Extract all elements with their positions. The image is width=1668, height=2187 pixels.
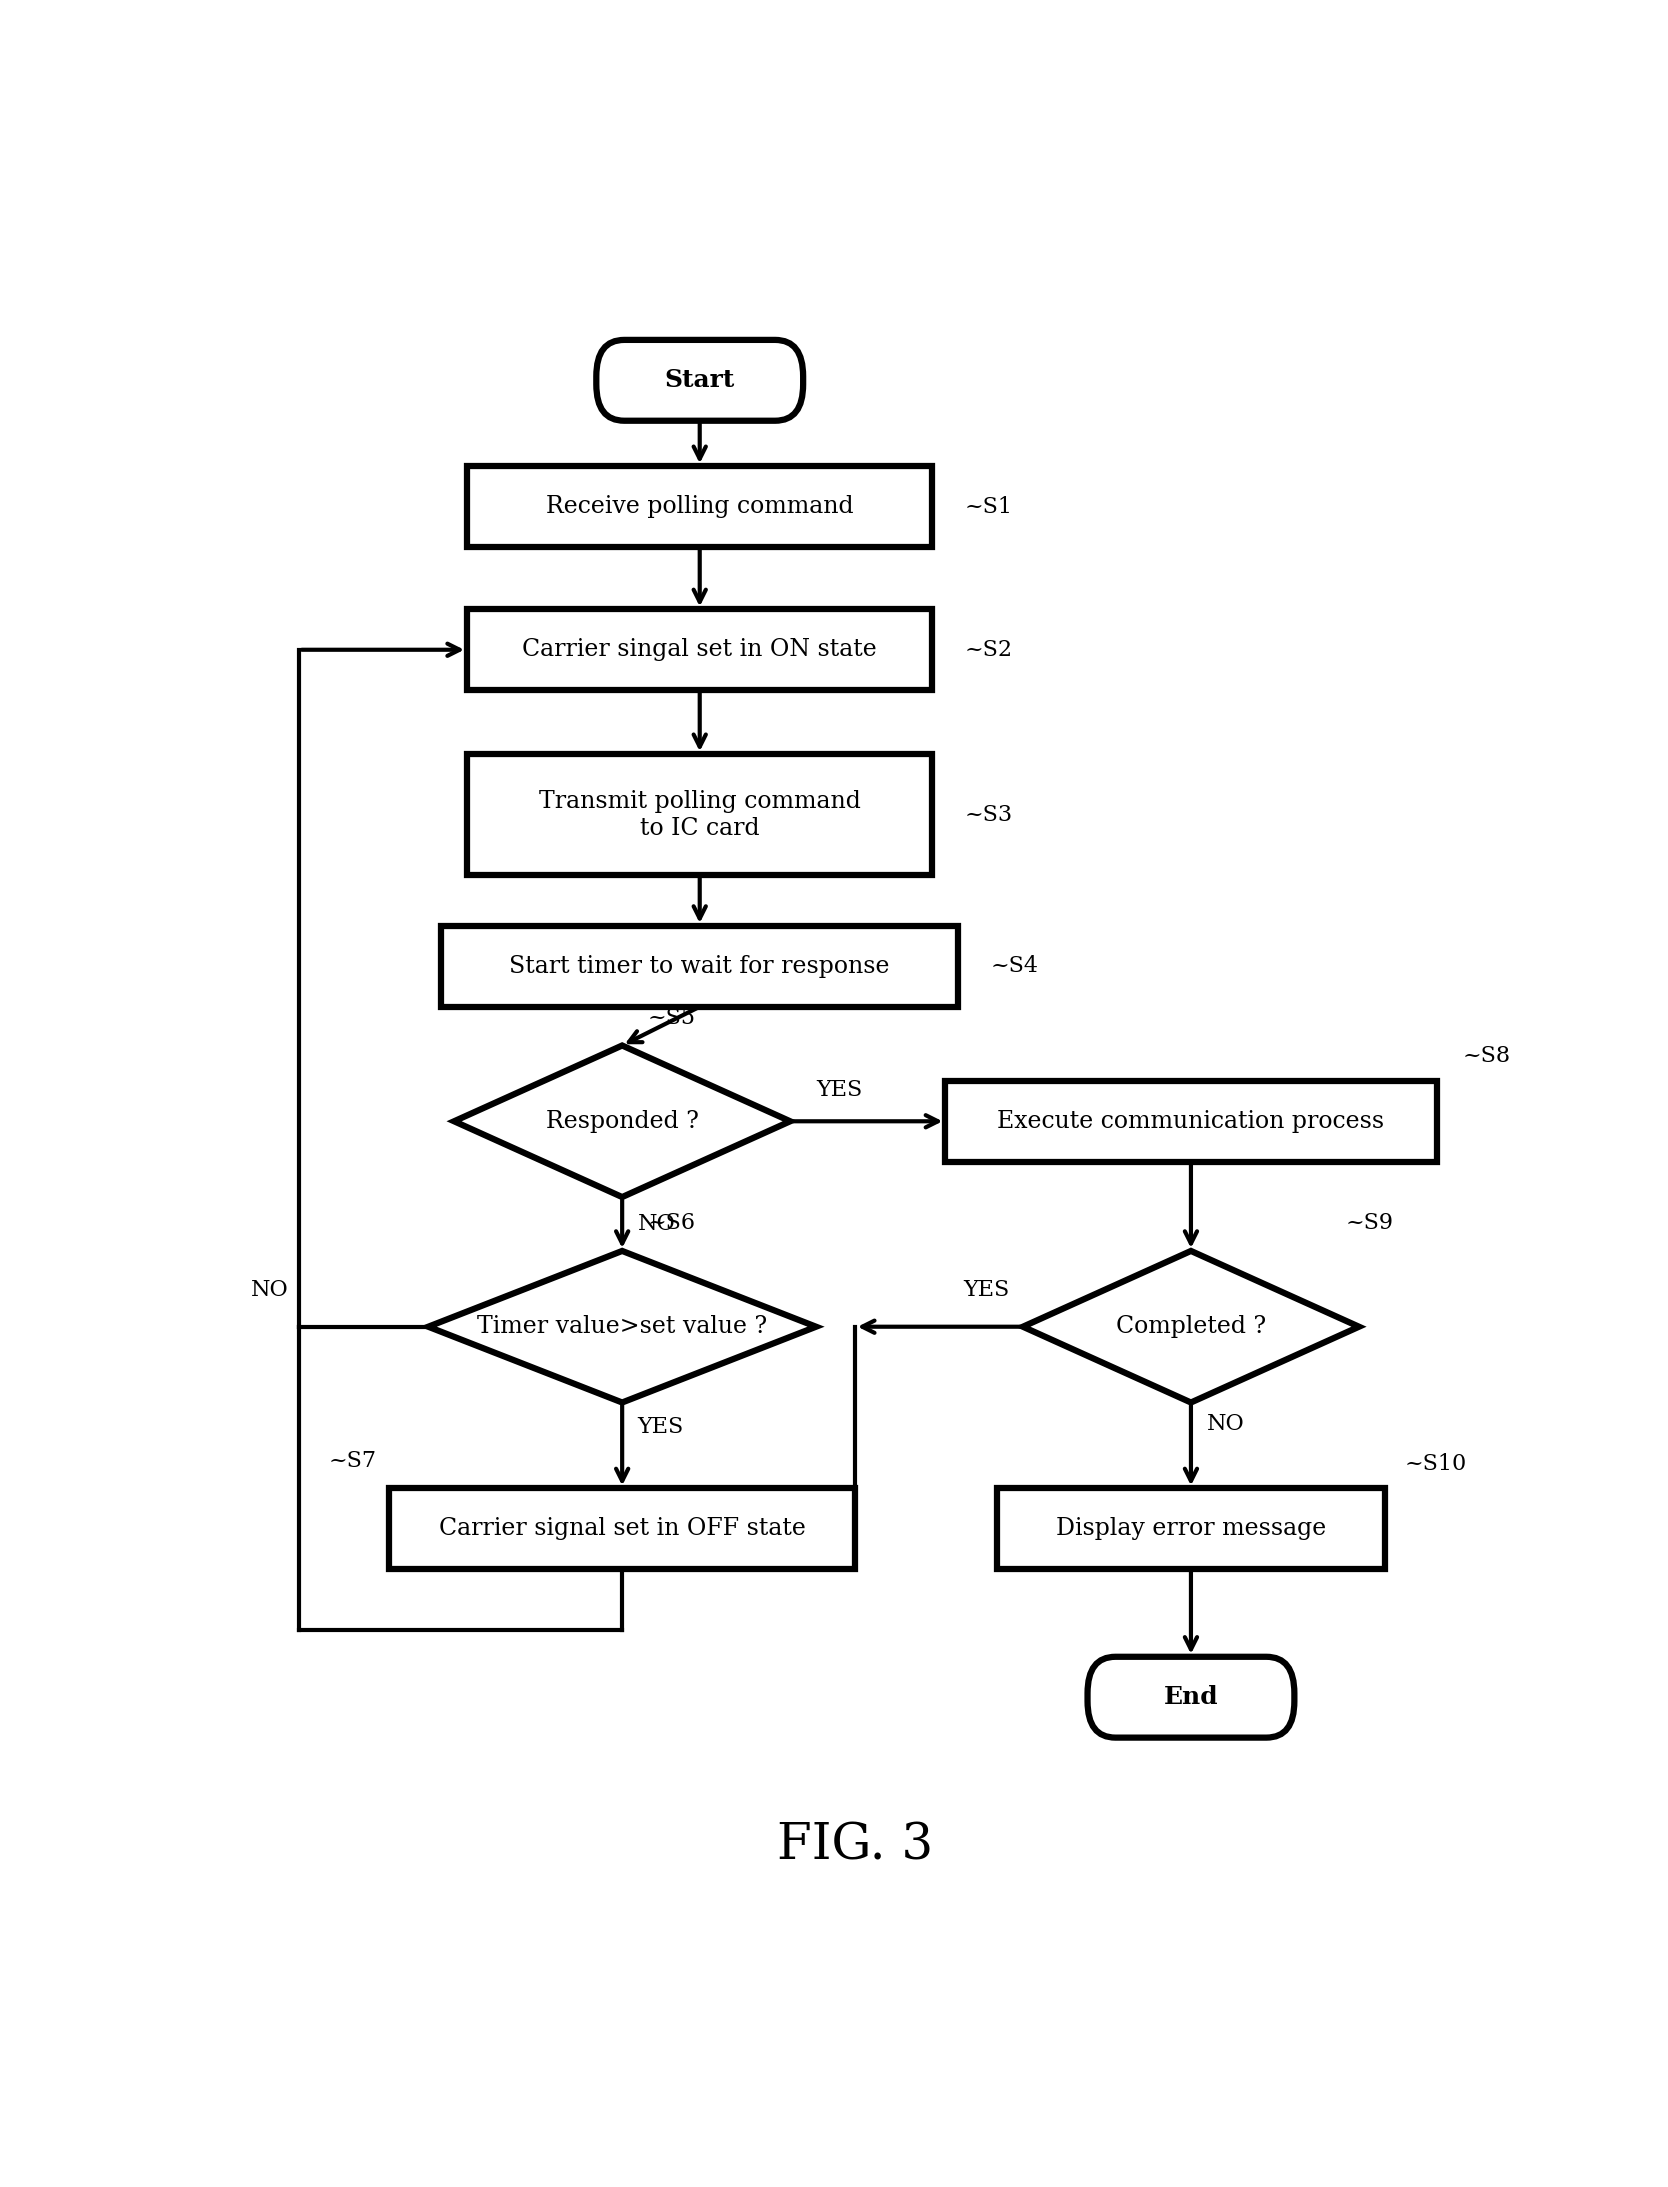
Text: ~S10: ~S10 xyxy=(1404,1452,1466,1474)
Text: ~S2: ~S2 xyxy=(964,639,1012,660)
FancyBboxPatch shape xyxy=(467,755,932,875)
Text: Timer value>set value ?: Timer value>set value ? xyxy=(477,1314,767,1338)
FancyBboxPatch shape xyxy=(440,925,957,1006)
FancyBboxPatch shape xyxy=(467,610,932,691)
Text: ~S4: ~S4 xyxy=(991,956,1039,978)
Text: NO: NO xyxy=(637,1214,676,1236)
Text: Execute communication process: Execute communication process xyxy=(997,1109,1384,1133)
Text: Responded ?: Responded ? xyxy=(545,1109,699,1133)
Text: End: End xyxy=(1164,1686,1218,1710)
Text: Receive polling command: Receive polling command xyxy=(545,494,854,518)
Text: YES: YES xyxy=(816,1078,862,1100)
Text: Completed ?: Completed ? xyxy=(1116,1314,1266,1338)
FancyBboxPatch shape xyxy=(467,466,932,547)
Text: NO: NO xyxy=(250,1279,289,1301)
Text: Transmit polling command
to IC card: Transmit polling command to IC card xyxy=(539,790,861,840)
Text: Start: Start xyxy=(664,367,736,391)
Text: Carrier singal set in ON state: Carrier singal set in ON state xyxy=(522,639,877,660)
FancyBboxPatch shape xyxy=(390,1489,854,1570)
FancyBboxPatch shape xyxy=(1088,1658,1294,1739)
Text: Display error message: Display error message xyxy=(1056,1518,1326,1540)
FancyBboxPatch shape xyxy=(595,339,802,420)
Text: Start timer to wait for response: Start timer to wait for response xyxy=(509,956,891,978)
Text: ~S7: ~S7 xyxy=(329,1450,377,1472)
Polygon shape xyxy=(454,1045,791,1196)
Polygon shape xyxy=(429,1251,816,1402)
Text: ~S6: ~S6 xyxy=(647,1212,696,1233)
Text: ~S5: ~S5 xyxy=(647,1006,696,1028)
Text: FIG. 3: FIG. 3 xyxy=(777,1820,932,1870)
FancyBboxPatch shape xyxy=(997,1489,1384,1570)
Polygon shape xyxy=(1022,1251,1359,1402)
Text: ~S8: ~S8 xyxy=(1463,1045,1511,1067)
Text: NO: NO xyxy=(1206,1413,1244,1435)
Text: Carrier signal set in OFF state: Carrier signal set in OFF state xyxy=(439,1518,806,1540)
Text: YES: YES xyxy=(637,1415,684,1439)
Text: ~S3: ~S3 xyxy=(964,805,1012,827)
Text: ~S1: ~S1 xyxy=(964,496,1012,518)
Text: ~S9: ~S9 xyxy=(1346,1212,1394,1233)
Text: YES: YES xyxy=(964,1279,1011,1301)
FancyBboxPatch shape xyxy=(946,1080,1436,1161)
